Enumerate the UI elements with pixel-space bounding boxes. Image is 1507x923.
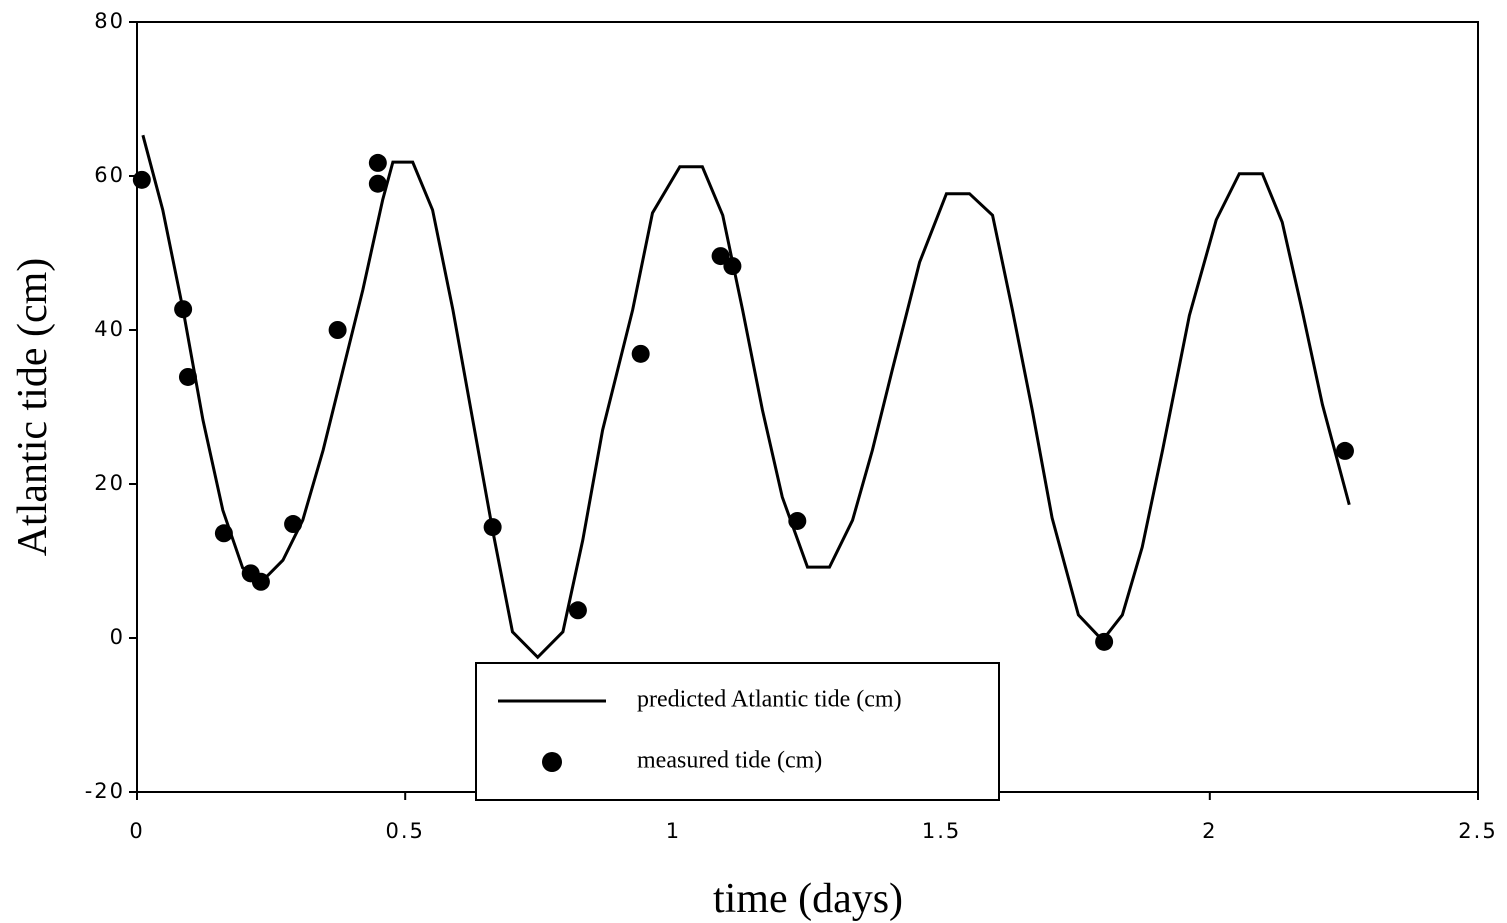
data-point xyxy=(1335,441,1354,460)
data-point xyxy=(174,300,193,319)
data-point xyxy=(723,257,742,276)
data-point xyxy=(178,367,197,386)
data-point xyxy=(368,153,387,172)
legend-marker xyxy=(542,752,562,772)
data-point xyxy=(214,524,233,543)
y-tick-label: 0 xyxy=(110,625,125,649)
data-point xyxy=(328,321,347,339)
y-axis-title: Atlantic tide (cm) xyxy=(10,258,56,557)
x-tick-label: 2 xyxy=(1202,819,1217,843)
legend-box xyxy=(475,662,1000,801)
y-tick-label: 60 xyxy=(94,163,125,187)
data-point xyxy=(711,247,730,266)
tide-line xyxy=(141,134,1351,660)
data-point xyxy=(132,170,151,189)
data-point xyxy=(568,601,587,620)
data-point xyxy=(631,344,650,363)
data-point xyxy=(284,515,303,534)
data-point xyxy=(483,518,502,537)
x-tick-label: 1 xyxy=(666,819,681,843)
x-tick-label: 0.5 xyxy=(385,819,424,843)
x-tick-label: 1.5 xyxy=(922,819,961,843)
legend-label: predicted Atlantic tide (cm) xyxy=(637,687,902,713)
x-tick-label: 2.5 xyxy=(1458,819,1497,843)
data-point xyxy=(251,572,270,591)
x-tick-label: 0 xyxy=(129,819,144,843)
data-point xyxy=(368,174,387,193)
y-tick-label: 40 xyxy=(94,317,125,341)
data-point xyxy=(1095,632,1114,651)
data-point xyxy=(788,511,807,530)
legend-label: measured tide (cm) xyxy=(637,748,822,774)
y-tick-label: -20 xyxy=(85,779,125,803)
y-tick-label: 80 xyxy=(94,9,125,33)
x-axis-title: time (days) xyxy=(713,876,903,922)
y-tick-label: 20 xyxy=(94,471,125,495)
